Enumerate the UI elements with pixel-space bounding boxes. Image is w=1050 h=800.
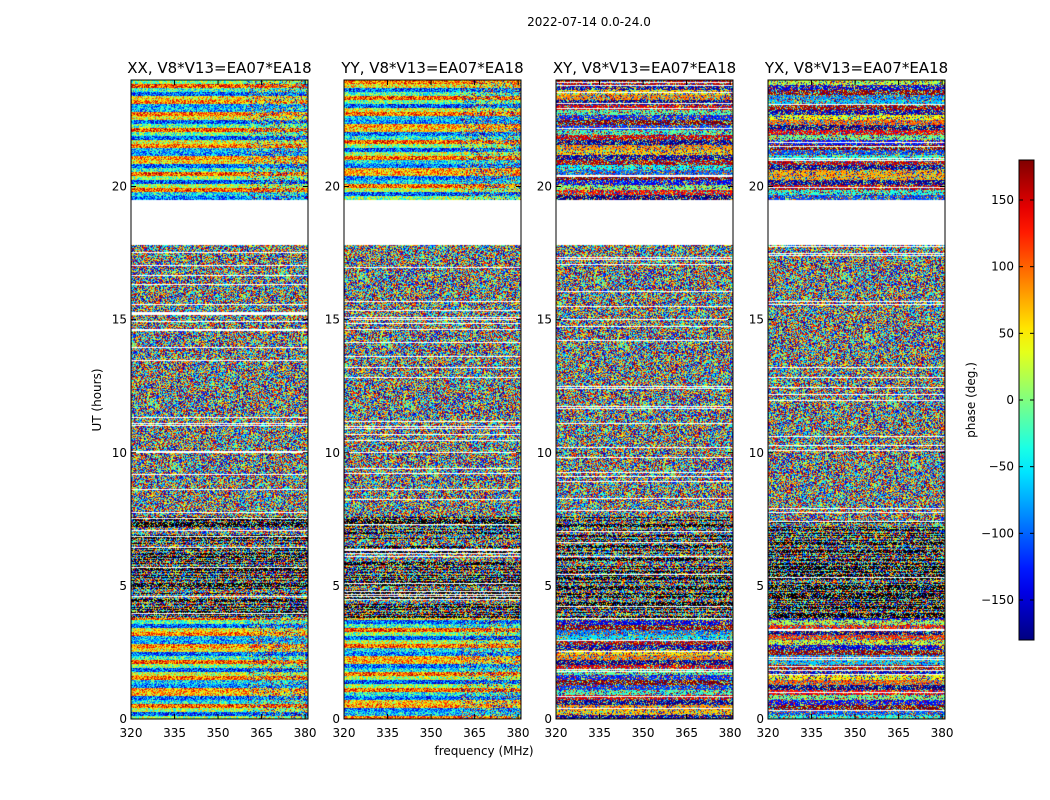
y-tick-label: 10 (749, 446, 764, 460)
colorbar: −150 −100 −50 0 50 100 150 phase (deg.) (964, 159, 1035, 641)
x-tick-label: 320 (545, 726, 568, 740)
y-axis-label: UT (hours) (90, 368, 104, 431)
x-tick-label: 365 (887, 726, 910, 740)
x-tick-label: 380 (507, 726, 530, 740)
y-tick-label: 5 (119, 579, 127, 593)
x-tick-label: 350 (844, 726, 867, 740)
panel-frame (130, 79, 309, 720)
heatmap-image-1 (131, 80, 308, 719)
y-tick-label: 15 (112, 313, 127, 327)
y-tick-label: 10 (325, 446, 340, 460)
x-tick-label: 380 (294, 726, 317, 740)
y-tick-label: 20 (112, 180, 127, 194)
panels: XX, V8*V13=EA07*EA18 320 335 350 365 380 0 5 10 1… (90, 59, 954, 758)
y-tick-label: 5 (332, 579, 340, 593)
panel-frame (555, 79, 734, 720)
y-tick-label: 0 (756, 712, 764, 726)
y-tick-label: 5 (544, 579, 552, 593)
x-tick-label: 335 (163, 726, 186, 740)
x-tick-label: 320 (333, 726, 356, 740)
colorbar-tick-label: −100 (981, 526, 1014, 540)
colorbar-tick-label: −150 (981, 593, 1014, 607)
colorbar-label: phase (deg.) (964, 362, 978, 438)
panel-4: YX, V8*V13=EA07*EA18 320 335 350 365 380 0 5 10 1… (749, 59, 954, 740)
x-tick-label: 365 (250, 726, 273, 740)
x-tick-label: 380 (931, 726, 954, 740)
x-tick-label: 320 (757, 726, 780, 740)
heatmap-image-2 (344, 80, 521, 719)
figure-title: 2022-07-14 0.0-24.0 (527, 15, 651, 29)
y-tick-label: 0 (544, 712, 552, 726)
x-tick-label: 365 (675, 726, 698, 740)
panel-frame (767, 79, 946, 720)
y-tick-label: 20 (325, 180, 340, 194)
x-tick-label: 350 (632, 726, 655, 740)
x-tick-label: 335 (588, 726, 611, 740)
panel-title: YX, V8*V13=EA07*EA18 (764, 59, 948, 77)
panel-1: XX, V8*V13=EA07*EA18 320 335 350 365 380 0 5 10 1… (112, 59, 317, 740)
panel-title: XY, V8*V13=EA07*EA18 (553, 59, 736, 77)
y-tick-label: 15 (537, 313, 552, 327)
colorbar-tick-label: 100 (991, 260, 1014, 274)
y-tick-label: 10 (112, 446, 127, 460)
panel-3: XY, V8*V13=EA07*EA18 320 335 350 365 380 0 5 10 1… (537, 59, 742, 740)
colorbar-tick-label: 0 (1006, 393, 1014, 407)
x-tick-label: 350 (420, 726, 443, 740)
colorbar-tick-label: −50 (989, 460, 1014, 474)
y-tick-label: 0 (332, 712, 340, 726)
x-tick-label: 335 (800, 726, 823, 740)
x-tick-label: 320 (120, 726, 143, 740)
x-tick-label: 365 (463, 726, 486, 740)
y-tick-label: 5 (756, 579, 764, 593)
x-tick-label: 350 (207, 726, 230, 740)
y-tick-label: 15 (749, 313, 764, 327)
x-axis-label: frequency (MHz) (434, 744, 533, 758)
heatmap-image-4 (768, 80, 945, 719)
panel-2: YY, V8*V13=EA07*EA18 320 335 350 365 380 0 5 10 1… (325, 59, 530, 740)
colorbar-tick-label: 50 (999, 326, 1014, 340)
colorbar-tick-label: 150 (991, 193, 1014, 207)
panel-frame (343, 79, 522, 720)
y-tick-label: 15 (325, 313, 340, 327)
y-tick-label: 20 (749, 180, 764, 194)
panel-title: XX, V8*V13=EA07*EA18 (127, 59, 311, 77)
y-tick-label: 0 (119, 712, 127, 726)
y-tick-label: 10 (537, 446, 552, 460)
heatmap-image-3 (556, 80, 733, 719)
x-tick-label: 335 (376, 726, 399, 740)
y-tick-label: 20 (537, 180, 552, 194)
panel-title: YY, V8*V13=EA07*EA18 (340, 59, 523, 77)
x-tick-label: 380 (719, 726, 742, 740)
